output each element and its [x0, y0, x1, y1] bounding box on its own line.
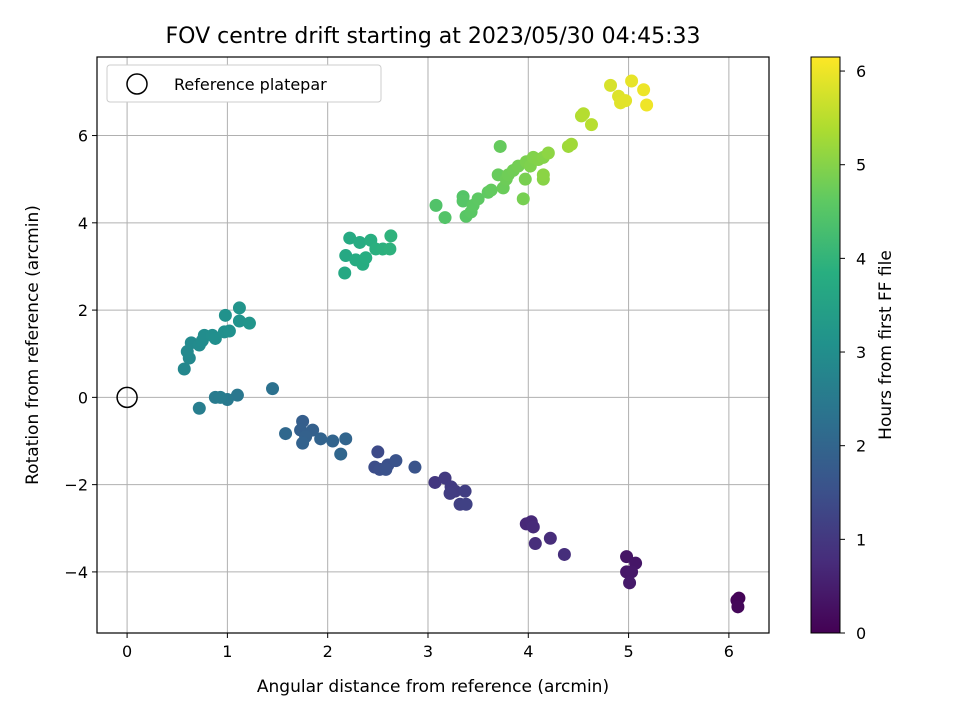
data-point — [625, 74, 639, 88]
data-point — [359, 251, 373, 265]
colorbar-tick-label: 4 — [856, 249, 866, 268]
data-point — [353, 235, 367, 249]
data-point — [543, 531, 557, 545]
data-point — [192, 401, 206, 415]
data-point — [516, 192, 530, 206]
data-point — [557, 547, 571, 561]
data-point — [296, 436, 310, 450]
data-point — [232, 314, 246, 328]
colorbar-tick-label: 2 — [856, 437, 866, 456]
colorbar-gradient — [810, 56, 841, 634]
data-point — [314, 432, 328, 446]
data-point — [604, 78, 618, 92]
chart-title: FOV centre drift starting at 2023/05/30 … — [166, 24, 701, 49]
x-axis-ticks: 0 1 2 3 4 5 6 — [122, 633, 734, 661]
data-point — [731, 600, 745, 614]
data-points — [177, 74, 746, 614]
data-point — [222, 324, 236, 338]
colorbar-tick-label: 1 — [856, 530, 866, 549]
y-tick-label: 4 — [78, 214, 88, 233]
data-point — [408, 460, 422, 474]
y-tick-label: 0 — [78, 388, 88, 407]
data-point — [619, 94, 633, 108]
data-point — [230, 388, 244, 402]
colorbar-tick-label: 3 — [856, 343, 866, 362]
data-point — [343, 231, 357, 245]
data-point — [384, 229, 398, 243]
data-point — [584, 118, 598, 132]
x-tick-label: 3 — [423, 642, 433, 661]
x-tick-label: 1 — [222, 642, 232, 661]
data-point — [528, 537, 542, 551]
colorbar-ticks: 0 1 2 3 4 5 6 — [840, 62, 866, 643]
x-tick-label: 0 — [122, 642, 132, 661]
data-point — [339, 249, 353, 263]
data-point — [564, 137, 578, 151]
y-tick-label: 6 — [78, 127, 88, 146]
data-point — [334, 447, 348, 461]
data-point — [379, 462, 393, 476]
legend: Reference platepar — [106, 64, 382, 103]
data-point — [456, 194, 470, 208]
data-point — [326, 434, 340, 448]
data-point — [371, 445, 385, 459]
data-point — [232, 301, 246, 315]
data-point — [279, 427, 293, 441]
data-point — [458, 484, 472, 498]
data-point — [493, 139, 507, 153]
colorbar-tick-label: 0 — [856, 624, 866, 643]
data-point — [213, 390, 227, 404]
data-point — [242, 316, 256, 330]
data-point — [438, 211, 452, 225]
plot-frame — [96, 56, 770, 634]
y-axis-label: Rotation from reference (arcmin) — [23, 205, 43, 485]
data-point — [429, 198, 443, 212]
y-tick-label: 2 — [78, 301, 88, 320]
data-point — [625, 565, 639, 579]
data-point — [339, 432, 353, 446]
data-point — [526, 520, 540, 534]
colorbar-tick-label: 5 — [856, 156, 866, 175]
data-point — [266, 382, 280, 396]
data-point — [576, 107, 590, 121]
data-point — [218, 308, 232, 322]
data-point — [389, 454, 403, 468]
data-point — [536, 168, 550, 182]
y-tick-label: −4 — [64, 563, 88, 582]
grid-lines — [97, 57, 769, 633]
x-tick-label: 2 — [323, 642, 333, 661]
legend-reference-marker — [126, 73, 148, 95]
legend-reference-label: Reference platepar — [174, 75, 327, 94]
data-point — [471, 192, 485, 206]
data-point — [459, 497, 473, 511]
data-point — [518, 172, 532, 186]
data-point — [637, 83, 651, 97]
x-tick-label: 5 — [623, 642, 633, 661]
y-axis-ticks: −4 −2 0 2 4 6 — [64, 127, 97, 582]
data-point — [383, 242, 397, 256]
x-tick-label: 4 — [523, 642, 533, 661]
data-point — [177, 362, 191, 376]
data-point — [443, 486, 457, 500]
legend-box — [106, 64, 382, 103]
colorbar-label: Hours from first FF file — [876, 250, 896, 440]
data-point — [541, 146, 555, 160]
reference-platepar-marker — [116, 386, 138, 409]
x-tick-label: 6 — [724, 642, 734, 661]
data-point — [338, 266, 352, 280]
data-point — [428, 475, 442, 489]
x-axis-label: Angular distance from reference (arcmin) — [257, 677, 609, 697]
colorbar: 0 1 2 3 4 5 6 Hours from first FF file — [810, 56, 896, 643]
data-point — [484, 183, 498, 197]
data-point — [640, 98, 654, 112]
y-tick-label: −2 — [64, 476, 88, 495]
reference-layer — [116, 386, 138, 409]
data-point — [620, 550, 634, 564]
colorbar-tick-label: 6 — [856, 62, 866, 81]
data-point — [208, 331, 222, 345]
data-point — [623, 576, 637, 590]
